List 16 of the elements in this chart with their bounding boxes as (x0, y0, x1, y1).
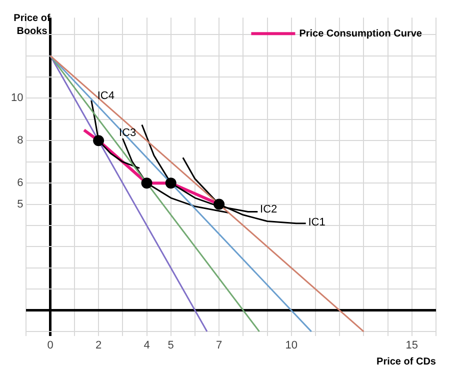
annotation: IC4 (97, 90, 114, 102)
legend-label: Price Consumption Curve (299, 28, 422, 40)
annotation: IC2 (260, 204, 278, 216)
x-tick-label: 2 (95, 339, 102, 352)
x-axis-title: Price of CDs (376, 356, 436, 368)
x-tick-label: 15 (406, 339, 418, 352)
x-tick-label: 4 (144, 339, 150, 352)
x-tick-label: 0 (47, 339, 54, 352)
y-tick-label: 6 (17, 177, 24, 190)
x-tick-label: 7 (216, 339, 222, 352)
x-tick-label: 10 (285, 339, 298, 352)
y-tick-label: 10 (10, 92, 24, 104)
x-tick-label: 5 (168, 339, 174, 352)
y-tick-label: 5 (17, 198, 24, 210)
annotation: IC1 (308, 216, 326, 228)
y-tick-label: 8 (17, 134, 24, 147)
